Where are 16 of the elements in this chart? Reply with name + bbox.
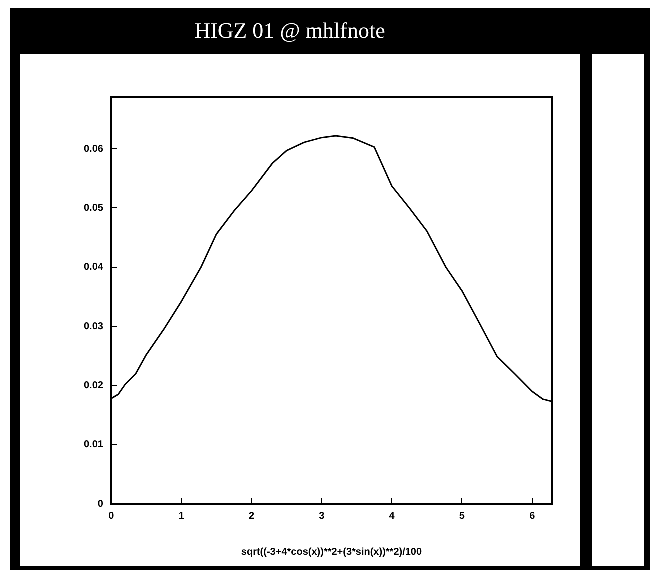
x-tick-label: 3 [319,510,326,522]
x-tick-label: 1 [178,510,185,522]
x-tick-label: 2 [248,510,255,522]
y-tick-label: 0.05 [84,202,104,214]
y-tick-label: 0.01 [84,440,104,451]
y-tick-label: 0.06 [84,144,104,155]
y-tick-label: 0.03 [84,321,104,332]
y-tick-label: 0 [98,498,104,510]
x-tick-label: 6 [530,510,536,522]
x-axis-title: sqrt((-3+4*cos(x))**2+(3*sin(x))**2)/100 [241,546,422,558]
y-tick-label: 0.04 [84,262,104,274]
x-tick-label: 5 [459,510,466,522]
x-tick-label: 4 [389,510,396,522]
chart-title: HIGZ 01 @ mhlfnote [194,17,386,45]
y-tick-label: 0.02 [84,380,104,392]
x-tick-label: 0 [108,510,115,522]
